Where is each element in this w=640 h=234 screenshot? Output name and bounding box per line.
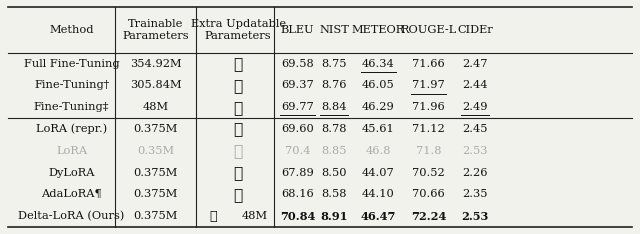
Text: ✗: ✗ xyxy=(234,186,243,203)
Text: 0.375M: 0.375M xyxy=(133,168,178,178)
Text: DyLoRA: DyLoRA xyxy=(49,168,95,178)
Text: ✗: ✗ xyxy=(234,77,243,94)
Text: 2.53: 2.53 xyxy=(461,211,488,222)
Text: 8.58: 8.58 xyxy=(321,189,347,199)
Text: 8.78: 8.78 xyxy=(321,124,347,134)
Text: Fine-Tuning‡: Fine-Tuning‡ xyxy=(34,102,109,112)
Text: 69.37: 69.37 xyxy=(281,80,314,90)
Text: 354.92M: 354.92M xyxy=(130,58,181,69)
Text: ✗: ✗ xyxy=(234,99,243,116)
Text: 8.76: 8.76 xyxy=(321,80,347,90)
Text: 46.47: 46.47 xyxy=(360,211,396,222)
Text: 71.12: 71.12 xyxy=(412,124,445,134)
Text: Fine-Tuning†: Fine-Tuning† xyxy=(34,80,109,90)
Text: 71.97: 71.97 xyxy=(412,80,445,90)
Text: 0.35M: 0.35M xyxy=(137,146,174,156)
Text: 2.44: 2.44 xyxy=(462,80,488,90)
Text: AdaLoRA¶: AdaLoRA¶ xyxy=(42,189,102,199)
Text: LoRA (repr.): LoRA (repr.) xyxy=(36,124,108,134)
Text: 2.45: 2.45 xyxy=(462,124,488,134)
Text: 45.61: 45.61 xyxy=(362,124,395,134)
Text: 71.8: 71.8 xyxy=(416,146,442,156)
Text: 0.375M: 0.375M xyxy=(133,124,178,134)
Text: 46.34: 46.34 xyxy=(362,58,395,69)
Text: 2.53: 2.53 xyxy=(462,146,488,156)
Text: 71.66: 71.66 xyxy=(412,58,445,69)
Text: 70.84: 70.84 xyxy=(280,211,316,222)
Text: 2.26: 2.26 xyxy=(462,168,488,178)
Text: 0.375M: 0.375M xyxy=(133,211,178,221)
Text: 70.4: 70.4 xyxy=(285,146,310,156)
Text: Extra Updatable
Parameters: Extra Updatable Parameters xyxy=(191,19,285,41)
Text: 8.75: 8.75 xyxy=(321,58,347,69)
Text: ✗: ✗ xyxy=(234,55,243,72)
Text: Full Fine-Tuning: Full Fine-Tuning xyxy=(24,58,120,69)
Text: ✗: ✗ xyxy=(234,142,243,159)
Text: 70.66: 70.66 xyxy=(412,189,445,199)
Text: 46.8: 46.8 xyxy=(365,146,391,156)
Text: 48M: 48M xyxy=(143,102,168,112)
Text: ✓: ✓ xyxy=(209,210,217,223)
Text: 305.84M: 305.84M xyxy=(130,80,181,90)
Text: ROUGE-L: ROUGE-L xyxy=(401,25,457,35)
Text: 8.91: 8.91 xyxy=(320,211,348,222)
Text: Method: Method xyxy=(49,25,94,35)
Text: ✗: ✗ xyxy=(234,121,243,137)
Text: 69.58: 69.58 xyxy=(281,58,314,69)
Text: 2.35: 2.35 xyxy=(462,189,488,199)
Text: LoRA: LoRA xyxy=(56,146,87,156)
Text: 44.07: 44.07 xyxy=(362,168,395,178)
Text: 8.50: 8.50 xyxy=(321,168,347,178)
Text: 67.89: 67.89 xyxy=(281,168,314,178)
Text: 0.375M: 0.375M xyxy=(133,189,178,199)
Text: 44.10: 44.10 xyxy=(362,189,395,199)
Text: 69.60: 69.60 xyxy=(281,124,314,134)
Text: ✗: ✗ xyxy=(234,164,243,181)
Text: 2.47: 2.47 xyxy=(462,58,488,69)
Text: 70.52: 70.52 xyxy=(412,168,445,178)
Text: 68.16: 68.16 xyxy=(281,189,314,199)
Text: METEOR: METEOR xyxy=(351,25,405,35)
Text: Trainable
Parameters: Trainable Parameters xyxy=(122,19,189,41)
Text: 2.49: 2.49 xyxy=(462,102,488,112)
Text: 8.84: 8.84 xyxy=(321,102,347,112)
Text: 8.85: 8.85 xyxy=(321,146,347,156)
Text: Delta-LoRA (Ours): Delta-LoRA (Ours) xyxy=(19,211,125,221)
Text: 69.77: 69.77 xyxy=(281,102,314,112)
Text: 46.29: 46.29 xyxy=(362,102,395,112)
Text: 48M: 48M xyxy=(241,211,268,221)
Text: CIDEr: CIDEr xyxy=(457,25,493,35)
Text: NIST: NIST xyxy=(319,25,349,35)
Text: 46.05: 46.05 xyxy=(362,80,395,90)
Text: BLEU: BLEU xyxy=(281,25,314,35)
Text: 72.24: 72.24 xyxy=(411,211,447,222)
Text: 71.96: 71.96 xyxy=(412,102,445,112)
